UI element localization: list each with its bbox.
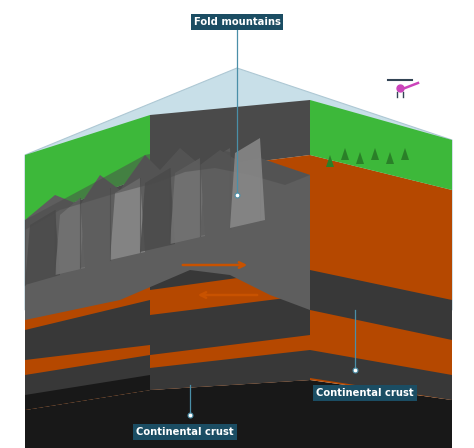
Polygon shape [150, 295, 310, 355]
Polygon shape [25, 380, 452, 448]
Polygon shape [310, 350, 452, 400]
Polygon shape [401, 148, 409, 160]
Polygon shape [25, 248, 150, 410]
Polygon shape [110, 178, 145, 260]
Polygon shape [371, 148, 379, 160]
Polygon shape [310, 100, 452, 190]
Polygon shape [230, 138, 265, 228]
Polygon shape [150, 228, 310, 290]
Polygon shape [25, 210, 60, 285]
Text: Continental crust: Continental crust [316, 388, 414, 398]
Polygon shape [150, 350, 310, 390]
Polygon shape [386, 152, 394, 164]
Polygon shape [150, 155, 310, 390]
Polygon shape [200, 148, 235, 236]
Polygon shape [170, 158, 205, 244]
Polygon shape [341, 148, 349, 160]
Polygon shape [25, 175, 310, 320]
Polygon shape [150, 100, 310, 175]
Polygon shape [25, 375, 150, 410]
Text: Fold mountains: Fold mountains [193, 17, 281, 27]
Polygon shape [25, 148, 310, 230]
Polygon shape [25, 115, 150, 220]
Polygon shape [25, 175, 150, 410]
Polygon shape [80, 188, 115, 268]
Polygon shape [55, 198, 85, 275]
Polygon shape [25, 68, 452, 310]
Text: Continental crust: Continental crust [136, 427, 234, 437]
Polygon shape [326, 155, 334, 167]
Polygon shape [25, 355, 150, 405]
Polygon shape [25, 300, 150, 360]
Polygon shape [140, 168, 175, 252]
Polygon shape [356, 152, 364, 164]
Polygon shape [310, 155, 452, 400]
Polygon shape [25, 148, 310, 285]
Polygon shape [310, 270, 452, 340]
